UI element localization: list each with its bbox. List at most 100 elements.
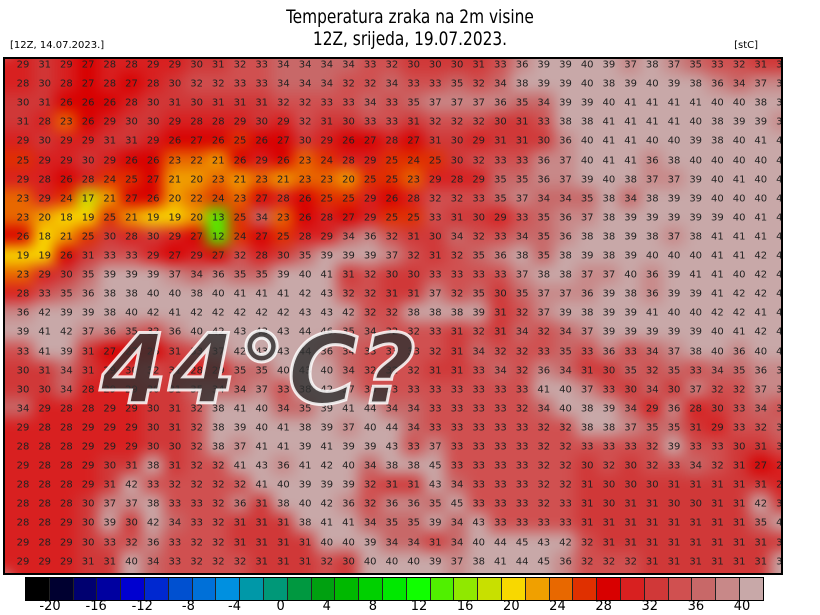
grid-value: 38 bbox=[602, 78, 616, 90]
grid-value: 41 bbox=[732, 250, 746, 262]
grid-value: 41 bbox=[689, 97, 703, 109]
grid-value: 34 bbox=[689, 460, 703, 472]
grid-value: 23 bbox=[277, 212, 290, 224]
grid-value: 30 bbox=[407, 59, 420, 71]
colorbar-tick-label: -12 bbox=[131, 599, 153, 614]
grid-value: 31 bbox=[428, 250, 442, 262]
grid-value: 41 bbox=[754, 135, 768, 147]
grid-value: 29 bbox=[103, 422, 117, 434]
grid-value: 29 bbox=[125, 422, 138, 434]
grid-value: 31 bbox=[667, 537, 681, 548]
grid-value: 31 bbox=[81, 346, 95, 357]
grid-value: 28 bbox=[16, 479, 30, 491]
grid-value: 42 bbox=[732, 307, 746, 319]
grid-value: 29 bbox=[60, 59, 73, 71]
grid-value: 30 bbox=[146, 441, 160, 453]
grid-value: 32 bbox=[515, 365, 529, 377]
grid-value: 40 bbox=[385, 556, 399, 568]
grid-value: 24 bbox=[211, 193, 225, 205]
grid-value: 25 bbox=[233, 212, 247, 224]
grid-value: 30 bbox=[624, 479, 637, 491]
grid-value: 38 bbox=[602, 250, 616, 262]
grid-value: 33 bbox=[776, 403, 783, 415]
grid-value: 34 bbox=[298, 78, 312, 90]
grid-value: 35 bbox=[689, 59, 703, 71]
grid-value: 30 bbox=[38, 384, 52, 396]
grid-value: 38 bbox=[580, 422, 594, 434]
grid-value: 32 bbox=[385, 231, 399, 243]
grid-value: 32 bbox=[190, 403, 203, 415]
grid-value: 34 bbox=[298, 59, 312, 71]
grid-value: 32 bbox=[537, 479, 551, 491]
grid-value: 37 bbox=[472, 97, 486, 109]
grid-value: 21 bbox=[233, 174, 247, 186]
grid-value: 38 bbox=[211, 403, 225, 415]
grid-value: 35 bbox=[754, 517, 768, 529]
grid-value: 30 bbox=[81, 155, 95, 166]
grid-value: 32 bbox=[211, 556, 225, 568]
grid-value: 35 bbox=[472, 250, 486, 262]
colorbar-tick-label: 36 bbox=[687, 599, 705, 614]
grid-value: 29 bbox=[81, 441, 95, 453]
grid-value: 28 bbox=[60, 498, 73, 510]
grid-value: 36 bbox=[385, 498, 399, 510]
grid-value: 33 bbox=[537, 346, 551, 357]
grid-value: 31 bbox=[81, 250, 95, 262]
grid-value: 41 bbox=[776, 307, 783, 319]
grid-value: 29 bbox=[16, 537, 30, 548]
grid-value: 33 bbox=[515, 498, 529, 510]
grid-value: 30 bbox=[472, 212, 486, 224]
grid-value: 26 bbox=[168, 135, 182, 147]
grid-value: 36 bbox=[363, 231, 377, 243]
grid-value: 38 bbox=[103, 307, 117, 319]
grid-value: 39 bbox=[320, 250, 334, 262]
grid-value: 29 bbox=[125, 441, 138, 453]
grid-value: 25 bbox=[385, 212, 399, 224]
grid-value: 38 bbox=[580, 403, 594, 415]
grid-value: 40 bbox=[168, 288, 182, 300]
grid-value: 34 bbox=[732, 78, 746, 90]
grid-value: 27 bbox=[146, 174, 160, 186]
grid-value: 29 bbox=[81, 135, 95, 147]
grid-value: 26 bbox=[385, 193, 399, 205]
grid-value: 27 bbox=[190, 135, 203, 147]
grid-value: 33 bbox=[732, 403, 746, 415]
grid-value: 36 bbox=[645, 269, 659, 281]
colorbar-swatch bbox=[454, 578, 479, 600]
grid-value: 32 bbox=[450, 288, 464, 300]
grid-value: 33 bbox=[515, 384, 529, 396]
grid-value: 31 bbox=[667, 556, 681, 568]
grid-value: 27 bbox=[190, 231, 203, 243]
grid-value: 41 bbox=[776, 155, 783, 166]
colorbar-tick-label: -4 bbox=[228, 599, 242, 614]
grid-value: 29 bbox=[233, 116, 247, 128]
grid-value: 28 bbox=[776, 479, 783, 491]
grid-value: 29 bbox=[103, 365, 117, 377]
grid-value: 32 bbox=[450, 193, 464, 205]
grid-value: 32 bbox=[363, 479, 377, 491]
grid-value: 41 bbox=[277, 441, 290, 453]
grid-value: 34 bbox=[515, 326, 529, 338]
grid-value: 37 bbox=[776, 78, 783, 90]
grid-value: 35 bbox=[233, 365, 247, 377]
grid-value: 30 bbox=[38, 78, 52, 90]
grid-value: 33 bbox=[494, 460, 507, 472]
grid-value: 35 bbox=[494, 193, 507, 205]
grid-value: 35 bbox=[407, 97, 420, 109]
grid-value: 30 bbox=[146, 97, 160, 109]
grid-value: 32 bbox=[559, 479, 572, 491]
grid-value: 28 bbox=[190, 365, 203, 377]
grid-value: 28 bbox=[16, 78, 30, 90]
grid-value: 40 bbox=[320, 537, 334, 548]
grid-value: 33 bbox=[407, 78, 420, 90]
grid-value: 37 bbox=[515, 193, 529, 205]
grid-value: 32 bbox=[428, 346, 442, 357]
grid-value: 35 bbox=[732, 365, 746, 377]
grid-value: 33 bbox=[407, 441, 420, 453]
grid-value: 39 bbox=[667, 326, 681, 338]
grid-value: 41 bbox=[754, 212, 768, 224]
grid-value: 27 bbox=[168, 250, 182, 262]
grid-value: 29 bbox=[38, 269, 52, 281]
grid-value: 37 bbox=[667, 59, 681, 71]
grid-value: 28 bbox=[81, 403, 95, 415]
